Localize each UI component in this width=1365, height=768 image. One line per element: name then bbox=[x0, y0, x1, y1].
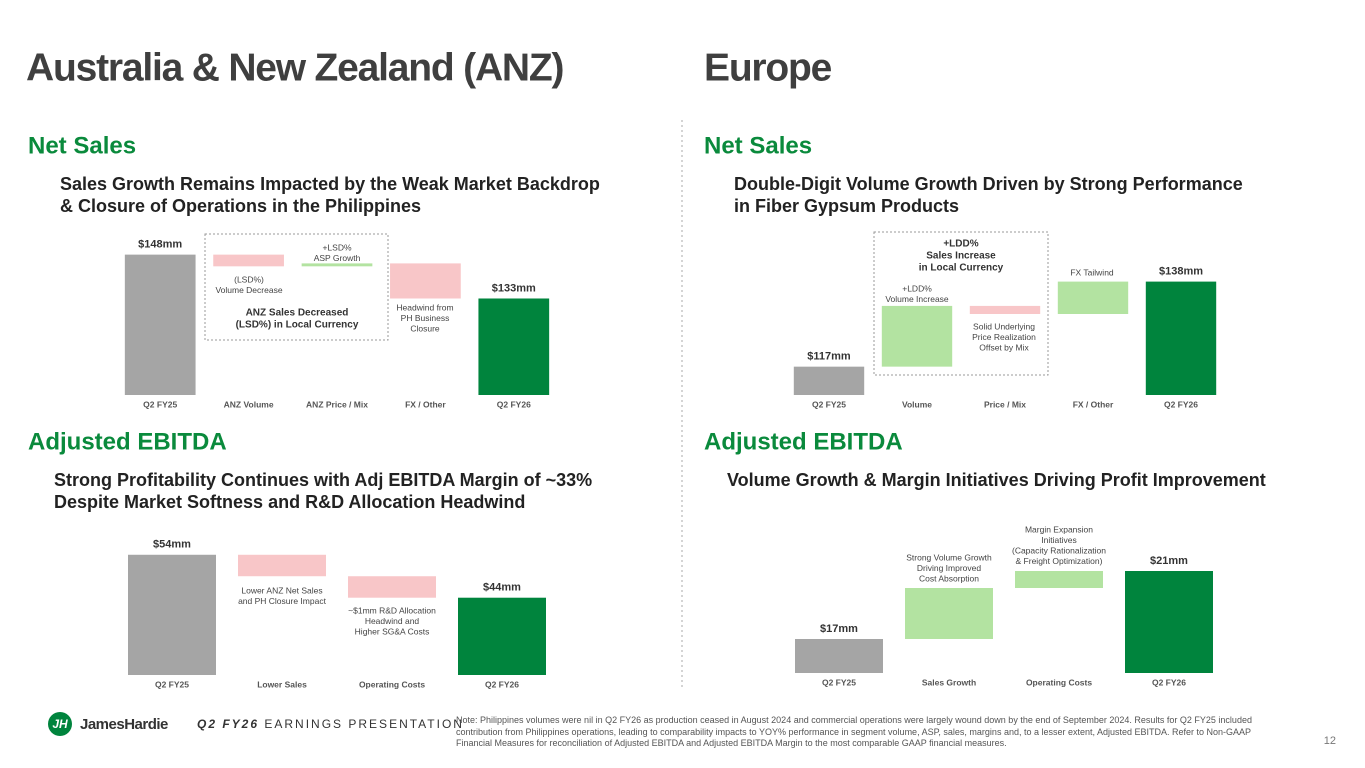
x-tick-label: Operating Costs bbox=[1026, 677, 1092, 687]
annotation: ~$1mm R&D Allocation bbox=[348, 605, 436, 615]
annotation: +LDD% bbox=[902, 283, 932, 293]
svg-text:JH: JH bbox=[52, 717, 68, 731]
waterfall-bar bbox=[1057, 281, 1129, 314]
annotation: Margin Expansion bbox=[1025, 524, 1093, 534]
section-subtitle: Double-Digit Volume Growth Driven by Str… bbox=[734, 174, 1243, 194]
event-text: EARNINGS PRESENTATION bbox=[264, 717, 464, 731]
event-bold: Q2 FY26 bbox=[197, 717, 259, 731]
x-tick-label: Q2 FY25 bbox=[812, 399, 846, 409]
callout-box bbox=[204, 233, 389, 341]
x-tick-label: Q2 FY25 bbox=[143, 399, 177, 409]
annotation: Headwind and bbox=[365, 616, 420, 626]
callout-text: ANZ Sales Decreased bbox=[246, 308, 349, 319]
waterfall-bar bbox=[390, 263, 461, 299]
brand: JamesHardie bbox=[80, 716, 168, 733]
x-tick-label: ANZ Price / Mix bbox=[306, 399, 368, 409]
waterfall-bar bbox=[1125, 571, 1213, 673]
annotation: Driving Improved bbox=[917, 563, 982, 573]
annotation: Initiatives bbox=[1041, 535, 1076, 545]
annotation: Higher SG&A Costs bbox=[355, 626, 430, 636]
waterfall-bar bbox=[1145, 281, 1217, 395]
value-label: $117mm bbox=[807, 351, 851, 363]
annotation: Lower ANZ Net Sales bbox=[241, 585, 322, 595]
page-number: 12 bbox=[1324, 735, 1336, 747]
value-label: $21mm bbox=[1150, 555, 1188, 567]
x-tick-label: Q2 FY25 bbox=[155, 679, 189, 689]
annotation: Offset by Mix bbox=[979, 342, 1029, 352]
section-subtitle: Volume Growth & Margin Initiatives Drivi… bbox=[727, 470, 1266, 490]
section-heading: Adjusted EBITDA bbox=[704, 428, 903, 455]
annotation: PH Business bbox=[401, 313, 450, 323]
x-tick-label: Lower Sales bbox=[257, 679, 307, 689]
value-label: $17mm bbox=[820, 623, 858, 635]
x-tick-label: Volume bbox=[902, 399, 932, 409]
waterfall-bar bbox=[213, 254, 284, 267]
annotation: (Capacity Rationalization bbox=[1012, 545, 1106, 555]
section-heading: Adjusted EBITDA bbox=[28, 428, 227, 455]
waterfall-bar bbox=[478, 298, 550, 395]
annotation: Solid Underlying bbox=[973, 321, 1035, 331]
callout-text: (LSD%) in Local Currency bbox=[236, 320, 359, 331]
x-tick-label: FX / Other bbox=[1073, 399, 1114, 409]
x-tick-label: Q2 FY26 bbox=[497, 399, 531, 409]
x-tick-label: Price / Mix bbox=[984, 399, 1026, 409]
value-label: $148mm bbox=[138, 239, 182, 251]
waterfall-bar bbox=[124, 254, 196, 395]
waterfall-bar bbox=[301, 263, 373, 267]
callout-text: in Local Currency bbox=[919, 263, 1004, 274]
annotation: Cost Absorption bbox=[919, 573, 979, 583]
logo: JH bbox=[48, 712, 72, 736]
value-label: $44mm bbox=[483, 582, 521, 594]
waterfall-bar bbox=[348, 576, 436, 598]
region-title: Australia & New Zealand (ANZ) bbox=[26, 46, 564, 89]
section-heading: Net Sales bbox=[28, 132, 136, 159]
section-heading: Net Sales bbox=[704, 132, 812, 159]
x-tick-label: Q2 FY26 bbox=[1164, 399, 1198, 409]
value-label: $54mm bbox=[153, 539, 191, 551]
section-subtitle: Strong Profitability Continues with Adj … bbox=[54, 470, 592, 490]
annotation: +LSD% bbox=[322, 242, 351, 252]
callout-box bbox=[873, 231, 1049, 376]
waterfall-bar bbox=[795, 639, 883, 673]
annotation: Price Realization bbox=[972, 332, 1036, 342]
section-subtitle: Sales Growth Remains Impacted by the Wea… bbox=[60, 174, 600, 194]
waterfall-bar bbox=[881, 305, 953, 367]
footnote: Note: Philippines volumes were nil in Q2… bbox=[456, 715, 1252, 748]
x-tick-label: Operating Costs bbox=[359, 679, 425, 689]
callout-text: Sales Increase bbox=[926, 251, 996, 262]
event-title: Q2 FY26 EARNINGS PRESENTATION bbox=[197, 717, 464, 731]
value-label: $138mm bbox=[1159, 266, 1203, 278]
x-tick-label: Q2 FY26 bbox=[485, 679, 519, 689]
annotation: Strong Volume Growth bbox=[906, 552, 992, 562]
value-label: $133mm bbox=[492, 282, 536, 294]
section-subtitle: in Fiber Gypsum Products bbox=[734, 196, 959, 216]
waterfall-bar bbox=[458, 597, 546, 675]
annotation: Volume Decrease bbox=[215, 285, 282, 295]
annotation: & Freight Optimization) bbox=[1016, 556, 1103, 566]
annotation: FX Tailwind bbox=[1070, 267, 1114, 277]
waterfall-bar bbox=[793, 366, 865, 395]
waterfall-bar bbox=[905, 588, 993, 639]
annotation: Closure bbox=[410, 323, 440, 333]
callout-text: +LDD% bbox=[943, 239, 978, 250]
annotation: (LSD%) bbox=[234, 274, 264, 284]
annotation: Volume Increase bbox=[885, 294, 949, 304]
x-tick-label: FX / Other bbox=[405, 399, 446, 409]
annotation: and PH Closure Impact bbox=[238, 596, 327, 606]
section-subtitle: & Closure of Operations in the Philippin… bbox=[60, 196, 421, 216]
x-tick-label: ANZ Volume bbox=[224, 399, 274, 409]
x-tick-label: Sales Growth bbox=[922, 677, 976, 687]
waterfall-bar bbox=[238, 554, 326, 577]
annotation: ASP Growth bbox=[314, 253, 361, 263]
annotation: Headwind from bbox=[396, 302, 453, 312]
x-tick-label: Q2 FY25 bbox=[822, 677, 856, 687]
x-tick-label: Q2 FY26 bbox=[1152, 677, 1186, 687]
waterfall-bar bbox=[128, 554, 216, 675]
waterfall-bar bbox=[969, 305, 1041, 314]
section-subtitle: Despite Market Softness and R&D Allocati… bbox=[54, 492, 525, 512]
waterfall-bar bbox=[1015, 571, 1103, 588]
region-title: Europe bbox=[704, 46, 832, 89]
